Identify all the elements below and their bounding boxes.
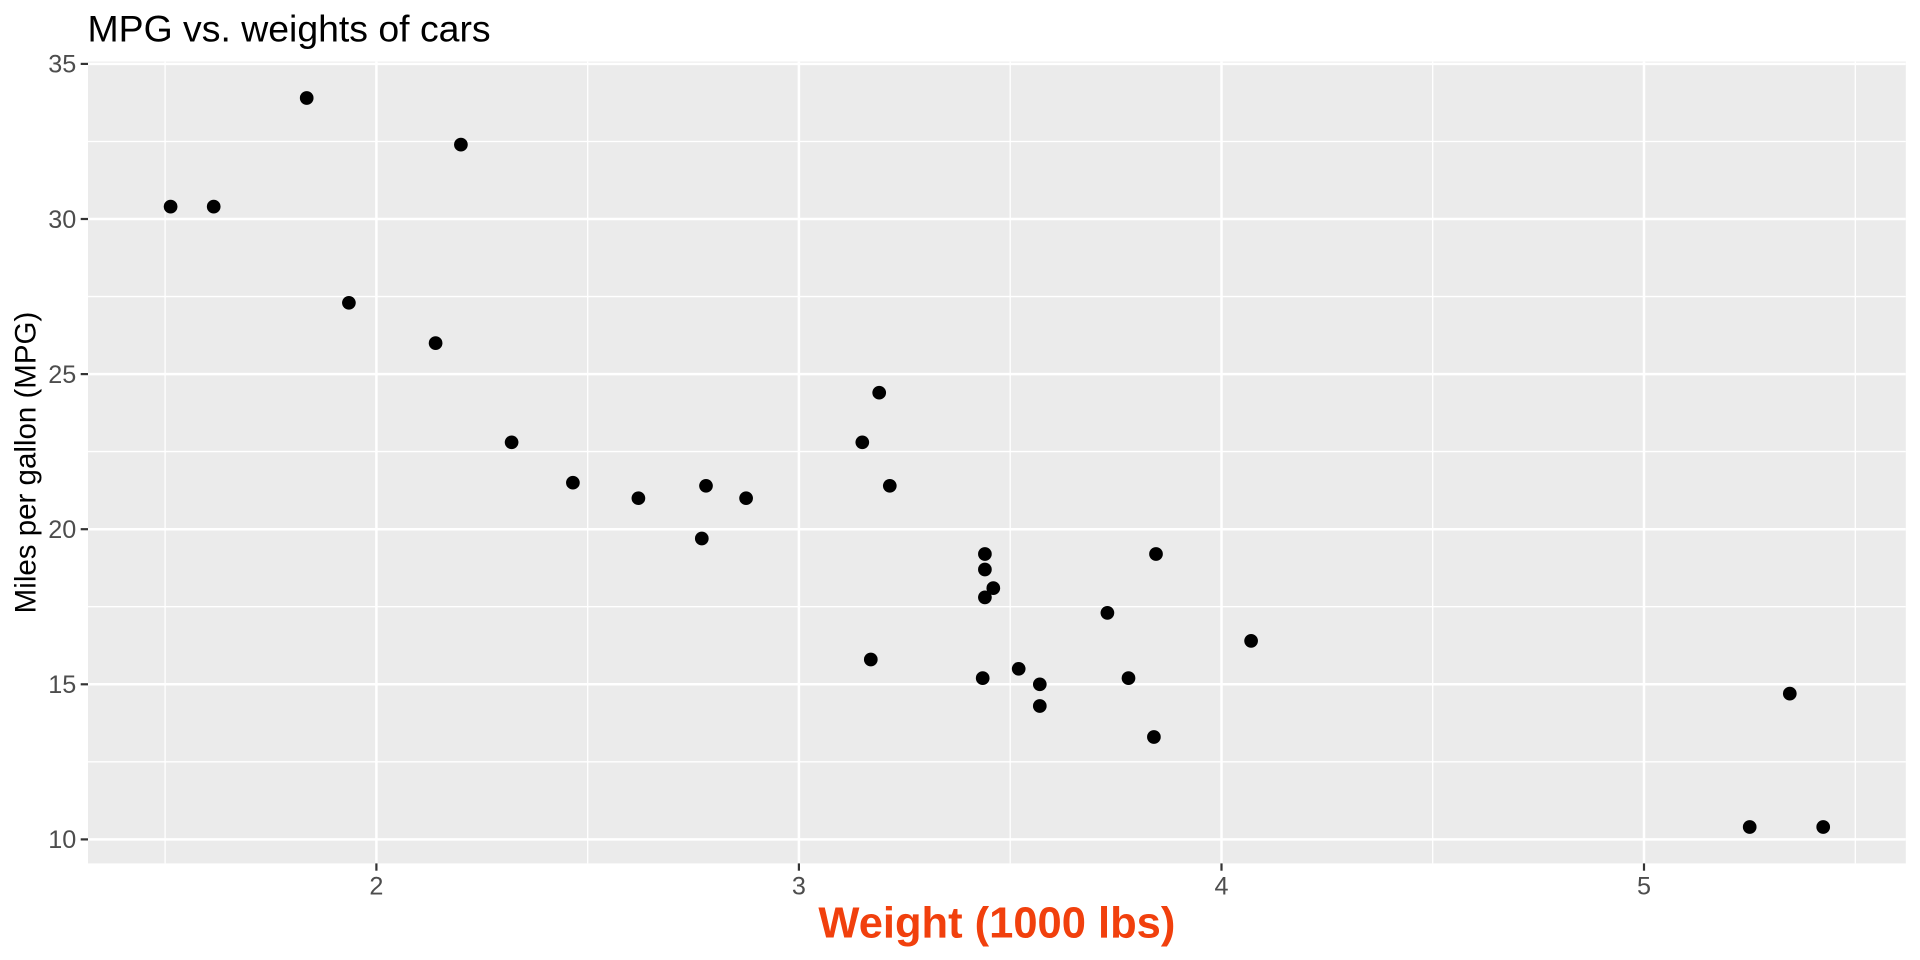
svg-text:2: 2 [369, 873, 383, 901]
svg-text:35: 35 [48, 51, 76, 79]
svg-text:20: 20 [48, 516, 76, 544]
svg-text:Miles per gallon (MPG): Miles per gallon (MPG) [10, 312, 43, 614]
svg-text:30: 30 [48, 206, 76, 234]
svg-text:5: 5 [1637, 873, 1651, 901]
svg-text:3: 3 [792, 873, 806, 901]
svg-text:4: 4 [1214, 873, 1228, 901]
svg-text:MPG vs. weights of cars: MPG vs. weights of cars [88, 7, 491, 49]
svg-text:10: 10 [48, 826, 76, 854]
svg-text:Weight (1000 lbs): Weight (1000 lbs) [818, 900, 1175, 948]
svg-text:15: 15 [48, 671, 76, 699]
svg-text:25: 25 [48, 361, 76, 389]
